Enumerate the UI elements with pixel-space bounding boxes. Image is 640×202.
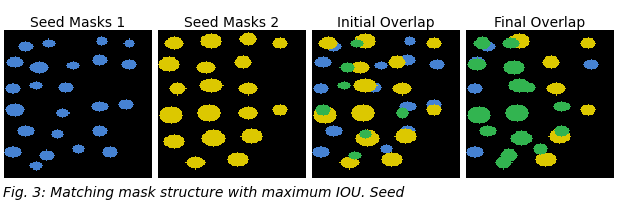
Title: Seed Masks 1: Seed Masks 1 [30, 16, 125, 30]
Title: Initial Overlap: Initial Overlap [337, 16, 435, 30]
Title: Final Overlap: Final Overlap [494, 16, 586, 30]
Title: Seed Masks 2: Seed Masks 2 [184, 16, 280, 30]
Text: Fig. 3: Matching mask structure with maximum IOU. Seed: Fig. 3: Matching mask structure with max… [3, 186, 404, 200]
